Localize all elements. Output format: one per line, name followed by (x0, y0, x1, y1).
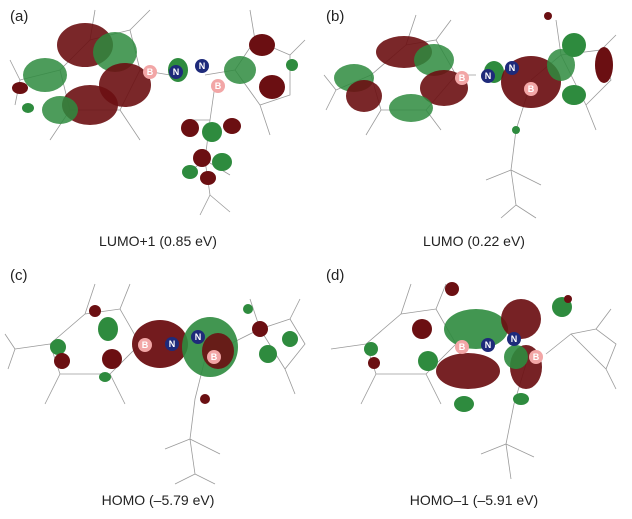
atoms: B N N B (455, 61, 538, 96)
panel-label: (b) (326, 8, 345, 25)
orbital-plot-c: B N N B (4, 283, 306, 485)
panel-caption: HOMO–1 (–5.91 eV) (409, 492, 539, 508)
svg-text:N: N (199, 61, 206, 71)
orbital-lobes (12, 23, 298, 185)
orbital-lobes (50, 304, 298, 404)
svg-text:N: N (169, 339, 176, 349)
panel-c: B N N B (c) HOMO (–5.79 eV) (0, 259, 316, 518)
svg-text:N: N (173, 67, 180, 77)
svg-text:N: N (511, 334, 518, 344)
svg-text:N: N (485, 340, 492, 350)
panel-label: (a) (10, 8, 29, 25)
panel-caption: HOMO (–5.79 eV) (101, 492, 215, 508)
panel-caption: LUMO+1 (0.85 eV) (99, 233, 217, 249)
svg-text:B: B (459, 342, 466, 352)
svg-text:B: B (459, 73, 466, 83)
panel-b: B N N B (b) LUMO (0.22 eV) (316, 0, 632, 259)
svg-text:B: B (215, 81, 222, 91)
orbital-lobes (334, 12, 613, 134)
svg-text:N: N (509, 63, 516, 73)
atoms: B N N B (455, 332, 543, 364)
panel-a: B N N B (a) LUMO+1 (0.85 eV) (0, 0, 316, 259)
panel-label: (c) (10, 267, 28, 284)
svg-text:B: B (528, 84, 535, 94)
svg-text:B: B (533, 352, 540, 362)
orbital-plot-a: B N N B (9, 9, 306, 216)
svg-text:B: B (211, 352, 218, 362)
atoms: B N N B (143, 59, 225, 93)
svg-text:B: B (147, 67, 154, 77)
molecule-skeleton (4, 283, 306, 485)
svg-text:N: N (485, 71, 492, 81)
atoms: B N N B (138, 330, 221, 364)
panel-d: B N N B (d) HOMO–1 (–5.91 eV) (316, 259, 632, 518)
orbital-plot-d: B N N B (330, 282, 617, 480)
panel-label: (d) (326, 267, 345, 284)
svg-text:B: B (142, 340, 149, 350)
svg-text:N: N (195, 332, 202, 342)
orbital-plot-b: B N N B (323, 12, 617, 219)
panel-caption: LUMO (0.22 eV) (423, 233, 525, 249)
orbital-lobes (364, 282, 572, 412)
